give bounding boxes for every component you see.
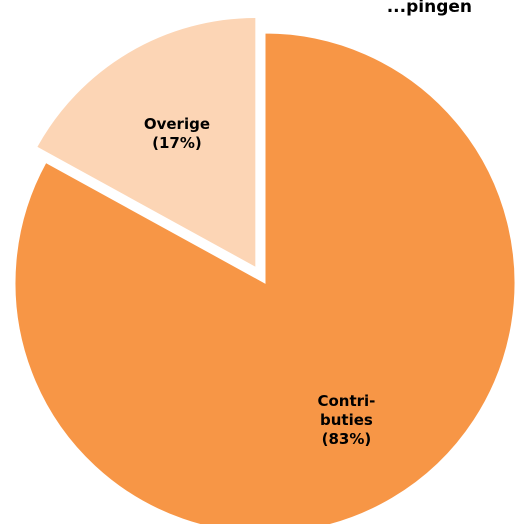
- slice-percent-label: (17%): [152, 134, 202, 152]
- chart-title-fragment: ...pingen: [387, 0, 472, 17]
- slice-label-contributies: Contri-buties (83%): [317, 392, 375, 448]
- slice-category-label: Contri-: [317, 392, 375, 410]
- pie-slice-contributies: [14, 32, 515, 524]
- slice-category-label: Overige: [144, 115, 210, 133]
- slice-label-overige: Overige (17%): [144, 115, 210, 152]
- pie-slice-overige: [36, 17, 257, 269]
- slice-category-label: buties: [320, 411, 373, 429]
- slice-percent-label: (83%): [322, 430, 372, 448]
